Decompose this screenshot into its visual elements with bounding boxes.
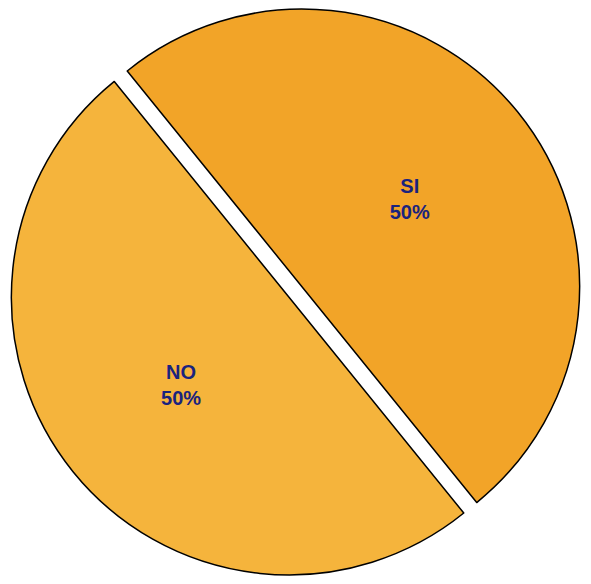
svg-text:SI50%: SI50%: [390, 175, 430, 223]
svg-text:NO50%: NO50%: [161, 361, 201, 409]
